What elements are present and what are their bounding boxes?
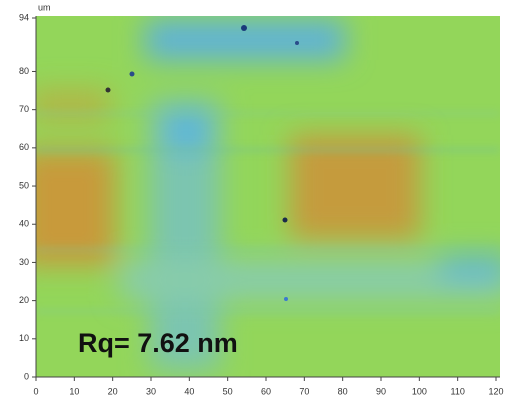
x-tick-label: 100	[412, 386, 427, 396]
y-tick-label: 70	[19, 104, 29, 114]
x-tick-label: 30	[146, 386, 156, 396]
x-tick-label: 70	[299, 386, 309, 396]
y-tick-label: 94	[19, 12, 29, 22]
y-tick-label: 30	[19, 257, 29, 267]
y-tick-label: 0	[24, 371, 29, 381]
y-tick-label: 80	[19, 66, 29, 76]
x-tick-label: 90	[376, 386, 386, 396]
roughness-annotation: Rq= 7.62 nm	[78, 328, 238, 358]
x-tick-label: 0	[33, 386, 38, 396]
x-tick-label: 20	[108, 386, 118, 396]
x-tick-label: 110	[450, 386, 464, 396]
unit-label: um	[38, 2, 51, 12]
x-tick-label: 40	[184, 386, 194, 396]
x-tick-label: 50	[223, 386, 233, 396]
y-tick-label: 50	[19, 180, 29, 190]
height-map	[36, 16, 500, 377]
y-tick-label: 20	[19, 295, 29, 305]
x-tick-label: 80	[338, 386, 348, 396]
y-tick-label: 60	[19, 142, 29, 152]
y-tick-label: 10	[19, 333, 29, 343]
x-tick-label: 60	[261, 386, 271, 396]
x-tick-label: 10	[69, 386, 79, 396]
ticks: 0 10 20 30 40 50 60 70 80 90 100 110 120 0 10 20 30 40 50 6…	[19, 12, 504, 396]
x-tick-label: 120	[488, 386, 503, 396]
y-tick-label: 40	[19, 219, 29, 229]
